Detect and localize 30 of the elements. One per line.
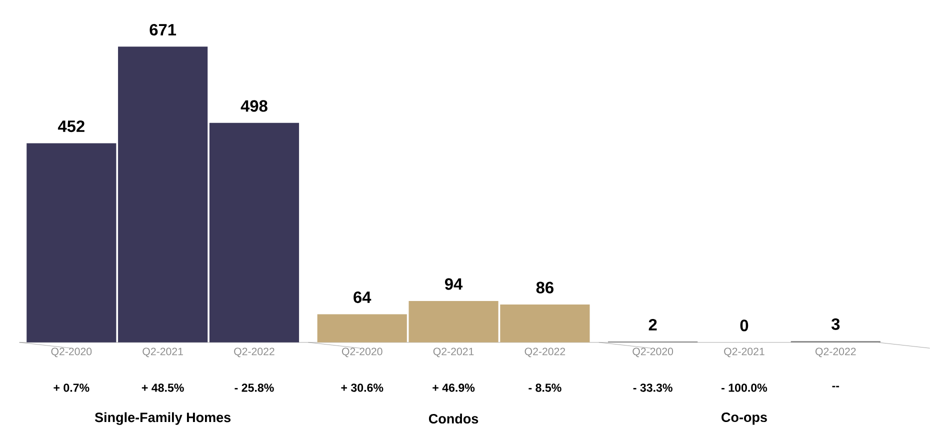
text: - 33.3% bbox=[633, 384, 672, 392]
text: - 100.0% bbox=[722, 384, 768, 392]
data-label: 671 bbox=[150, 24, 176, 36]
data-label: 452 bbox=[58, 120, 84, 132]
text: - 8.5% bbox=[528, 384, 562, 392]
x-tick-label: Q2-2020 bbox=[342, 348, 382, 358]
x-tick-label: Q2-2020 bbox=[51, 348, 92, 358]
data-label: 498 bbox=[240, 100, 268, 112]
text: + 48.5% bbox=[142, 384, 184, 392]
text: Single-Family Homes bbox=[94, 412, 231, 425]
text: + 0.7% bbox=[54, 384, 90, 392]
text: + 30.6% bbox=[341, 384, 384, 392]
text: + 46.9% bbox=[432, 384, 475, 392]
data-label: 64 bbox=[354, 291, 372, 304]
text: Co-ops bbox=[722, 412, 767, 425]
data-label: 0 bbox=[740, 320, 748, 332]
x-tick-label: Q2-2021 bbox=[433, 348, 474, 358]
x-tick-label: Q2-2022 bbox=[524, 348, 566, 358]
x-tick-label: Q2-2021 bbox=[142, 348, 183, 358]
text: - 25.8% bbox=[234, 384, 274, 392]
x-tick-label: Q2-2020 bbox=[632, 348, 674, 358]
data-label: 3 bbox=[831, 318, 840, 330]
x-tick-label: Q2-2022 bbox=[816, 348, 856, 358]
data-label: 2 bbox=[648, 318, 657, 330]
data-label: 86 bbox=[536, 282, 554, 294]
text: Condos bbox=[428, 414, 478, 424]
x-tick-label: Q2-2022 bbox=[234, 348, 274, 358]
text: -- bbox=[832, 386, 840, 388]
x-tick-label: Q2-2021 bbox=[724, 348, 764, 358]
data-label: 94 bbox=[444, 278, 463, 290]
